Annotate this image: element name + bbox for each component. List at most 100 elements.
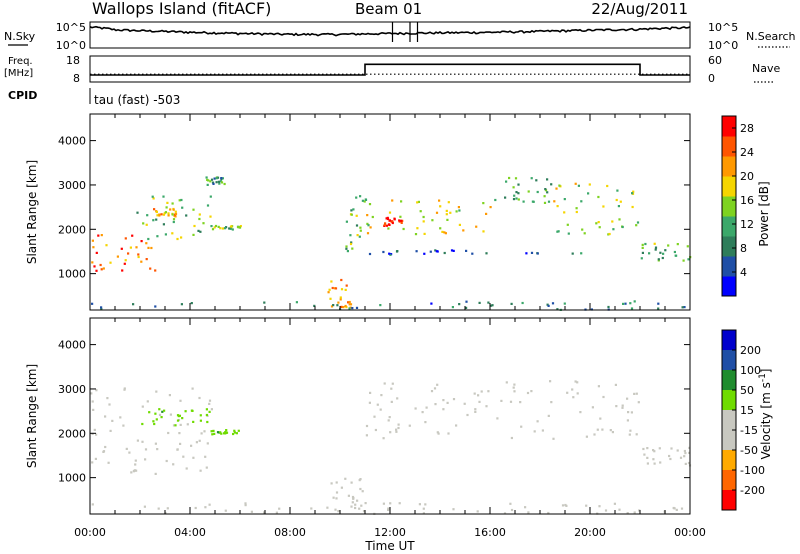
- scatter-cell: [616, 189, 619, 192]
- scatter-cell: [173, 214, 176, 217]
- power-colorbar-segment: [722, 256, 736, 277]
- scatter-cell: [505, 180, 508, 183]
- scatter-cell: [91, 461, 94, 464]
- frequency-left-tick-top: 18: [66, 54, 80, 67]
- scatter-cell: [434, 403, 437, 406]
- velocity-colorbar-tick-label: -15: [740, 424, 758, 437]
- scatter-cell: [541, 429, 544, 432]
- scatter-cell: [659, 251, 662, 254]
- scatter-cell: [633, 392, 636, 395]
- power-colorbar-frame: [721, 115, 737, 297]
- velocity-colorbar-tick-label: -200: [740, 484, 765, 497]
- scatter-cell: [179, 442, 182, 445]
- scatter-cell: [100, 306, 103, 309]
- scatter-cell: [491, 304, 494, 307]
- scatter-cell: [136, 211, 139, 214]
- scatter-cell: [100, 234, 103, 237]
- scatter-cell: [398, 502, 401, 505]
- scatter-cell: [233, 431, 236, 434]
- scatter-cell: [199, 414, 202, 417]
- scatter-cell: [205, 408, 208, 411]
- scatter-cell: [344, 304, 347, 308]
- scatter-cell: [120, 247, 123, 250]
- scatter-cell: [151, 195, 154, 198]
- scatter-cell: [667, 244, 670, 247]
- scatter-cell: [161, 410, 164, 413]
- y-tick-label: 1000: [58, 472, 86, 485]
- scatter-cell: [207, 179, 210, 182]
- scatter-cell: [167, 431, 170, 435]
- scatter-cell: [109, 261, 112, 264]
- scatter-cell: [128, 451, 131, 454]
- scatter-cell: [652, 458, 655, 461]
- scatter-cell: [149, 267, 152, 270]
- scatter-cell: [95, 251, 98, 254]
- scatter-cell: [630, 411, 633, 414]
- noise-panel-frame: [89, 21, 691, 49]
- scatter-cell: [441, 230, 444, 233]
- scatter-cell: [335, 497, 338, 500]
- y-tick-label: 3000: [58, 383, 86, 396]
- scatter-cell: [356, 234, 359, 237]
- scatter-cell: [90, 392, 93, 395]
- scatter-cell: [641, 243, 644, 246]
- scatter-cell: [95, 433, 98, 436]
- scatter-cell: [368, 401, 371, 404]
- scatter-cell: [458, 303, 461, 306]
- scatter-cell: [457, 206, 460, 209]
- scatter-cell: [552, 437, 555, 440]
- scatter-cell: [611, 220, 614, 223]
- scatter-cell: [430, 302, 433, 305]
- power-colorbar-tick-label: 24: [740, 146, 754, 159]
- scatter-cell: [485, 405, 488, 408]
- scatter-cell: [351, 501, 354, 504]
- scatter-cell: [198, 213, 201, 216]
- scatter-cell: [376, 403, 379, 406]
- scatter-cell: [191, 387, 194, 390]
- scatter-cell: [391, 199, 394, 202]
- scatter-cell: [390, 400, 393, 403]
- scatter-cell: [679, 456, 683, 459]
- velocity-colorbar-segment: [722, 390, 736, 411]
- scatter-cell: [163, 409, 166, 412]
- scatter-cell: [513, 383, 516, 386]
- scatter-cell: [508, 176, 511, 180]
- scatter-cell: [513, 194, 516, 197]
- scatter-cell: [352, 497, 355, 500]
- scatter-cell: [169, 413, 172, 416]
- scatter-cell: [359, 195, 362, 198]
- nave-label: Nave: [752, 62, 780, 75]
- scatter-cell: [215, 177, 218, 180]
- scatter-cell: [146, 214, 149, 217]
- scatter-cell: [627, 411, 630, 414]
- scatter-cell: [198, 396, 201, 400]
- scatter-cell: [387, 507, 390, 510]
- scatter-cell: [336, 304, 339, 307]
- scatter-cell: [355, 306, 359, 309]
- scatter-cell: [106, 397, 109, 400]
- noise-left-label: N.Sky: [4, 30, 36, 43]
- y-tick-label: 4000: [58, 135, 86, 148]
- scatter-cell: [350, 241, 353, 244]
- scatter-cell: [350, 505, 353, 508]
- scatter-cell: [391, 382, 394, 385]
- scatter-cell: [235, 432, 238, 435]
- scatter-cell: [577, 184, 580, 187]
- scatter-cell: [123, 262, 126, 265]
- scatter-cell: [358, 479, 361, 482]
- scatter-cell: [180, 236, 183, 239]
- time-axis-labels: 00:00 04:00 08:00 12:00 16:00 20:00 00:00: [74, 526, 706, 539]
- noise-left-tick-top: 10^5: [56, 21, 86, 34]
- scatter-cell: [152, 197, 155, 200]
- scatter-cell: [121, 269, 124, 272]
- scatter-cell: [310, 507, 313, 510]
- scatter-cell: [210, 178, 214, 181]
- time-tick-label: 00:00: [74, 526, 106, 539]
- scatter-cell: [396, 250, 399, 253]
- scatter-cell: [402, 227, 405, 231]
- scatter-cell: [219, 180, 222, 183]
- scatter-cell: [423, 252, 426, 255]
- scatter-cell: [210, 225, 213, 228]
- scatter-cell: [155, 418, 158, 421]
- scatter-cell: [177, 415, 180, 418]
